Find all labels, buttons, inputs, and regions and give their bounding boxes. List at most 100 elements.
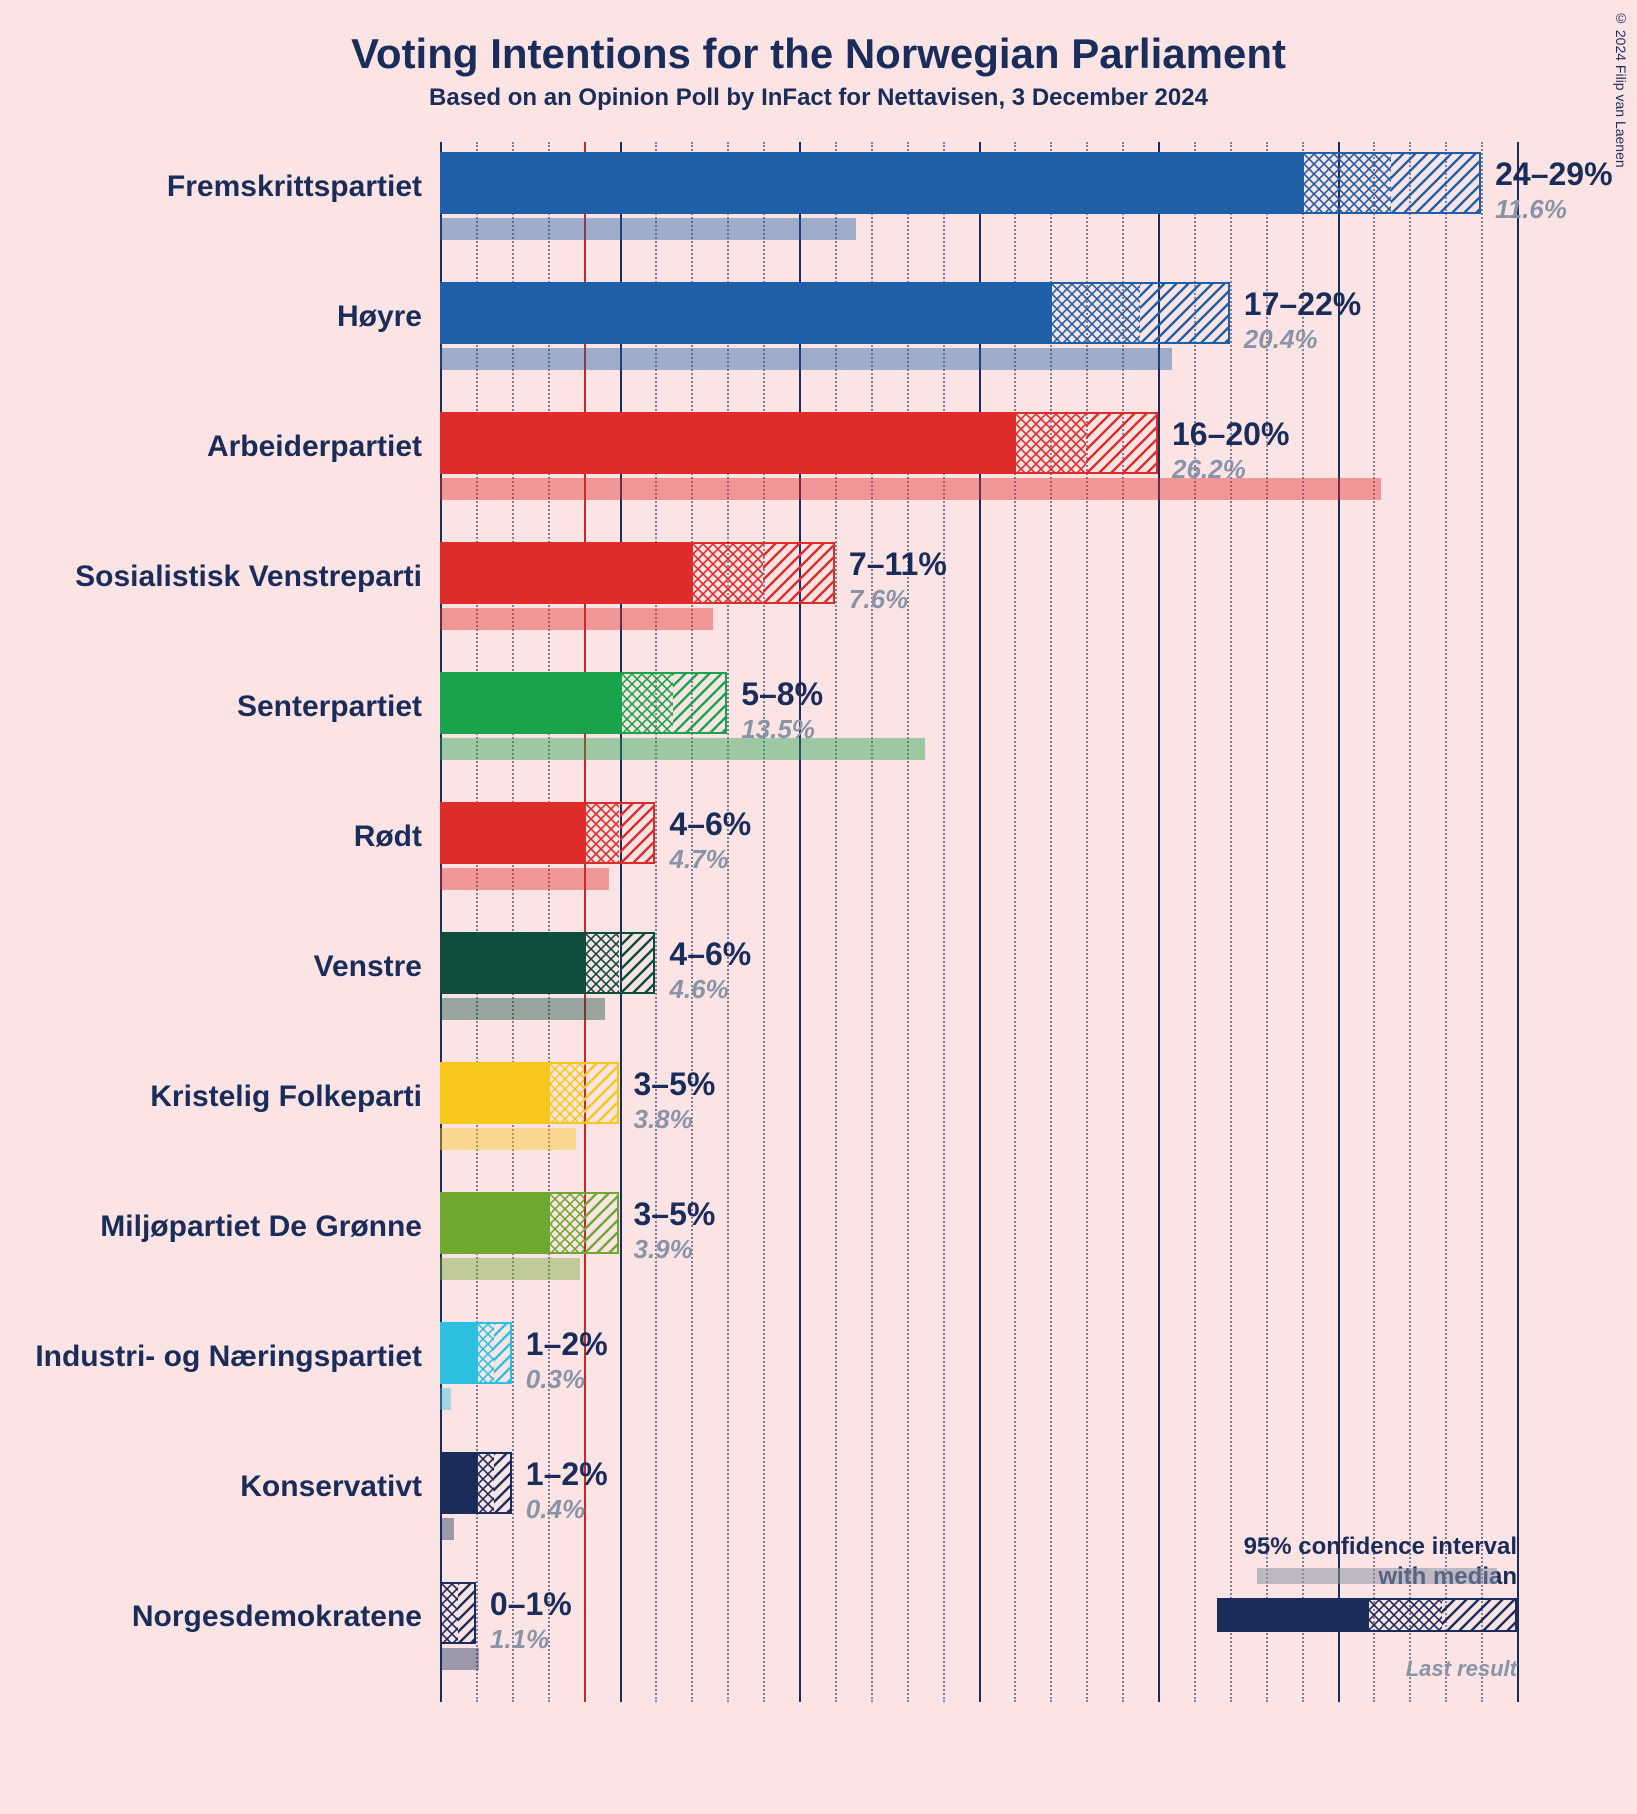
ci-upper-half [1086, 414, 1156, 472]
bar-solid [440, 672, 620, 734]
ci-lower-half [622, 674, 674, 732]
party-label: Sosialistisk Venstreparti [75, 560, 422, 594]
last-result-label: 20.4% [1244, 324, 1318, 355]
party-label: Høyre [337, 300, 422, 334]
bar-last-result [440, 1388, 451, 1410]
party-label: Rødt [354, 820, 422, 854]
legend-last-bar [1257, 1568, 1497, 1584]
ci-lower-half [586, 934, 620, 992]
bar-confidence-interval [476, 1322, 512, 1384]
ci-upper-half [673, 674, 725, 732]
bar-last-result [440, 608, 713, 630]
range-label: 16–20% [1172, 416, 1289, 453]
bar-confidence-interval [691, 542, 835, 604]
bar-confidence-interval [476, 1452, 512, 1514]
party-row: Miljøpartiet De Grønne3–5%3.9% [440, 1192, 1517, 1322]
party-row: Senterpartiet5–8%13.5% [440, 672, 1517, 802]
range-label: 17–22% [1244, 286, 1361, 323]
bar-solid [440, 542, 691, 604]
last-result-label: 0.3% [526, 1364, 585, 1395]
bar-last-result [440, 348, 1172, 370]
bar-last-result [440, 218, 856, 240]
bar-confidence-interval [548, 1062, 620, 1124]
legend-ci-upper [1442, 1600, 1515, 1630]
bar-confidence-interval [440, 1582, 476, 1644]
ci-lower-half [1016, 414, 1086, 472]
last-result-label: 4.7% [669, 844, 728, 875]
legend-ci-box [1367, 1598, 1517, 1632]
range-label: 1–2% [526, 1326, 608, 1363]
ci-upper-half [1391, 154, 1479, 212]
bar-solid [440, 412, 1014, 474]
bar-confidence-interval [548, 1192, 620, 1254]
range-label: 5–8% [741, 676, 823, 713]
last-result-label: 13.5% [741, 714, 815, 745]
party-row: Høyre17–22%20.4% [440, 282, 1517, 412]
bar-last-result [440, 738, 925, 760]
ci-upper-half [584, 1194, 618, 1252]
party-row: Venstre4–6%4.6% [440, 932, 1517, 1062]
party-label: Norgesdemokratene [132, 1600, 422, 1634]
ci-lower-half [586, 804, 620, 862]
ci-lower-half [550, 1064, 584, 1122]
bar-solid [440, 1062, 548, 1124]
chart-area: Fremskrittspartiet24–29%11.6%Høyre17–22%… [440, 142, 1517, 1702]
range-label: 7–11% [849, 546, 947, 583]
bar-confidence-interval [1050, 282, 1230, 344]
range-label: 3–5% [633, 1196, 715, 1233]
ci-upper-half [763, 544, 833, 602]
party-label: Arbeiderpartiet [207, 430, 422, 464]
bar-solid [440, 1192, 548, 1254]
copyright-text: © 2024 Filip van Laenen [1613, 10, 1629, 168]
party-label: Senterpartiet [237, 690, 422, 724]
last-result-label: 1.1% [490, 1624, 549, 1655]
range-label: 1–2% [526, 1456, 608, 1493]
ci-upper-half [494, 1324, 510, 1382]
range-label: 4–6% [669, 806, 751, 843]
legend-ci-lower [1369, 1600, 1442, 1630]
ci-upper-half [584, 1064, 618, 1122]
range-label: 3–5% [633, 1066, 715, 1103]
bar-last-result [440, 1258, 580, 1280]
ci-lower-half [693, 544, 763, 602]
party-label: Venstre [314, 950, 422, 984]
party-row: Kristelig Folkeparti3–5%3.8% [440, 1062, 1517, 1192]
range-label: 0–1% [490, 1586, 572, 1623]
party-row: Fremskrittspartiet24–29%11.6% [440, 152, 1517, 282]
legend-solid [1217, 1598, 1367, 1632]
ci-upper-half [458, 1584, 474, 1642]
range-label: 4–6% [669, 936, 751, 973]
chart-title: Voting Intentions for the Norwegian Parl… [40, 30, 1597, 78]
bar-solid [440, 802, 584, 864]
bar-confidence-interval [620, 672, 728, 734]
bar-solid [440, 152, 1302, 214]
legend: 95% confidence interval with median Last… [1197, 1532, 1517, 1682]
party-label: Kristelig Folkeparti [150, 1080, 422, 1114]
gridline-major [1517, 142, 1519, 1702]
bar-confidence-interval [1014, 412, 1158, 474]
legend-last-label: Last result [1197, 1656, 1517, 1682]
party-row: Sosialistisk Venstreparti7–11%7.6% [440, 542, 1517, 672]
bar-solid [440, 282, 1050, 344]
plot-rect: Fremskrittspartiet24–29%11.6%Høyre17–22%… [440, 142, 1517, 1702]
ci-lower-half [1304, 154, 1392, 212]
party-label: Miljøpartiet De Grønne [100, 1210, 422, 1244]
bar-last-result [440, 1128, 576, 1150]
party-label: Konservativt [240, 1470, 422, 1504]
bar-solid [440, 1452, 476, 1514]
last-result-label: 7.6% [849, 584, 908, 615]
last-result-label: 0.4% [526, 1494, 585, 1525]
chart-subtitle: Based on an Opinion Poll by InFact for N… [40, 84, 1597, 112]
last-result-label: 4.6% [669, 974, 728, 1005]
legend-bar [1217, 1598, 1517, 1644]
bar-confidence-interval [584, 802, 656, 864]
ci-lower-half [1052, 284, 1140, 342]
party-row: Rødt4–6%4.7% [440, 802, 1517, 932]
bar-confidence-interval [1302, 152, 1482, 214]
bar-confidence-interval [584, 932, 656, 994]
last-result-label: 3.9% [633, 1234, 692, 1265]
bar-last-result [440, 868, 609, 890]
ci-lower-half [442, 1584, 458, 1642]
party-row: Industri- og Næringspartiet1–2%0.3% [440, 1322, 1517, 1452]
last-result-label: 11.6% [1495, 194, 1567, 225]
